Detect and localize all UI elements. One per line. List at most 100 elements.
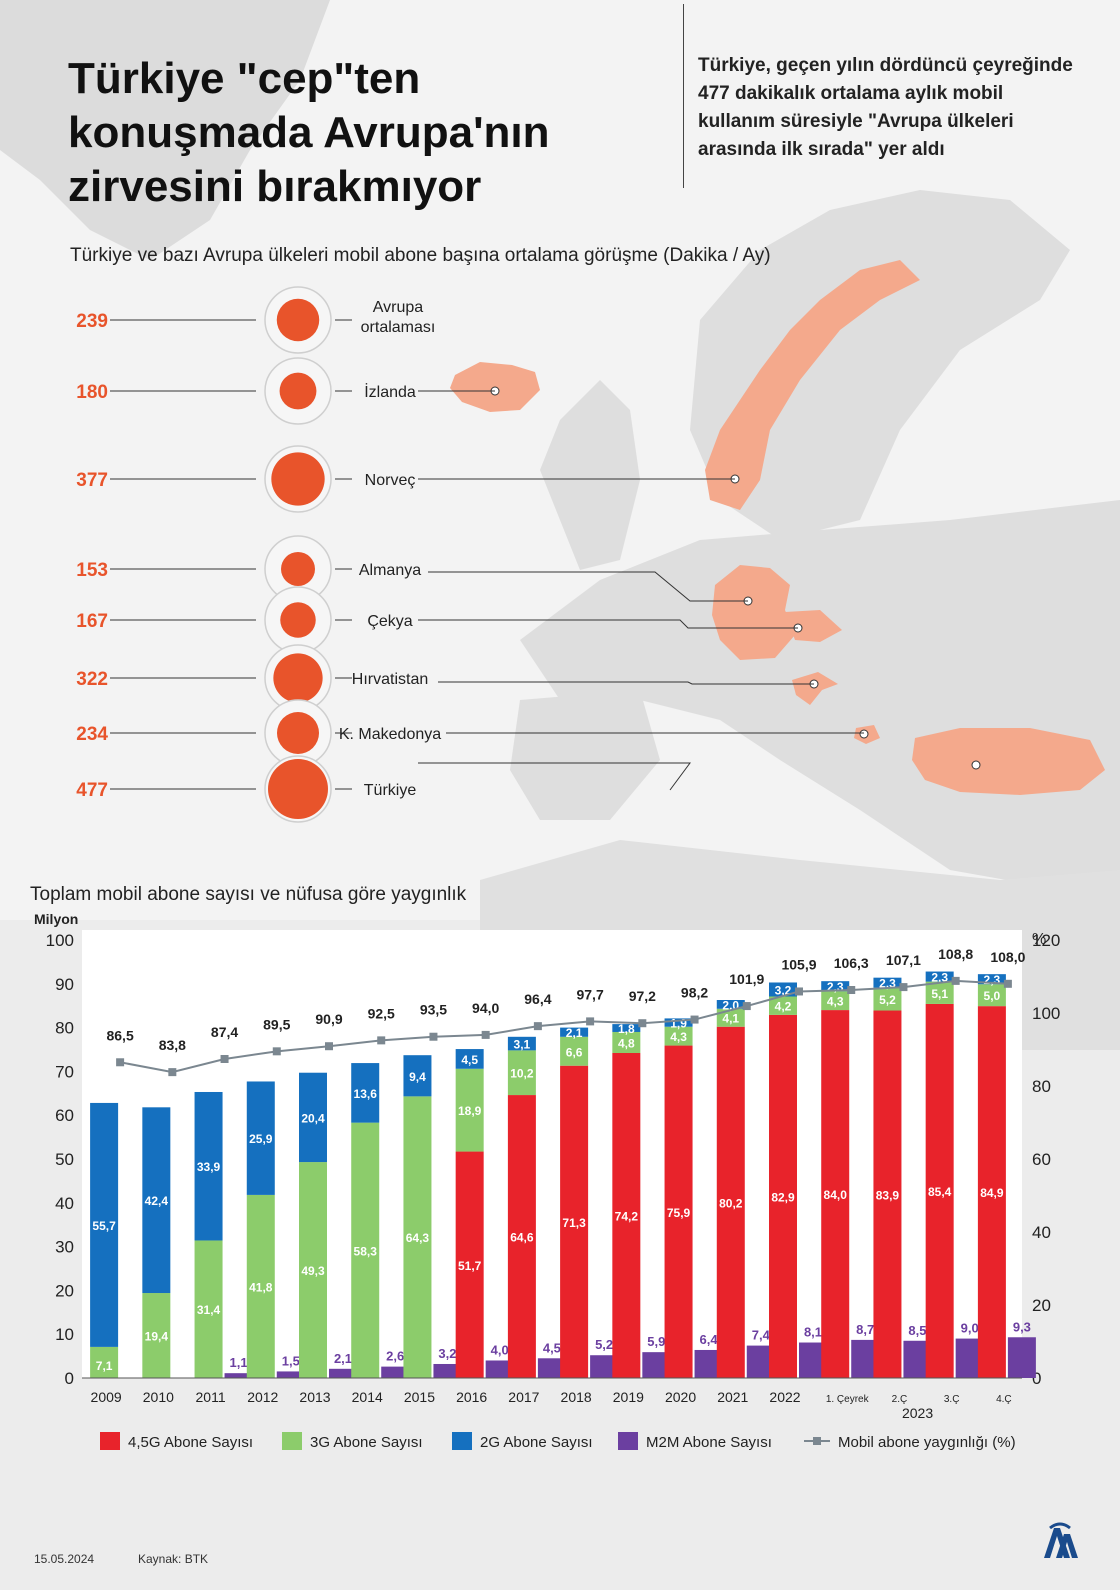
- bubble-label: Türkiye: [364, 782, 417, 799]
- y-tick-label: 70: [55, 1062, 74, 1081]
- bar-value-label: 4,5: [461, 1053, 478, 1067]
- bar-value-label: 75,9: [667, 1206, 691, 1220]
- bubble-label: İzlanda: [364, 382, 416, 401]
- bar-2G-6: [403, 1055, 432, 1097]
- line-point: [481, 1030, 490, 1039]
- x-tick-label: 2011: [196, 1389, 226, 1405]
- bubble-t-rkiye: [268, 759, 328, 819]
- x-tick-label: 1. Çeyrek: [826, 1394, 870, 1405]
- bar-3G-12: [716, 1008, 745, 1027]
- y2-tick-label: 100: [1032, 1004, 1060, 1023]
- bar-value-label: 31,4: [197, 1303, 221, 1317]
- bar-value-label: 7,4: [752, 1328, 771, 1343]
- bar-value-label: 71,3: [562, 1216, 586, 1230]
- line-value-label: 90,9: [315, 1011, 342, 1027]
- y2-tick-label: 120: [1032, 931, 1060, 950]
- bar-3G-2: [194, 1240, 223, 1378]
- legend-label: M2M Abone Sayısı: [646, 1434, 772, 1451]
- bar-value-label: 49,3: [301, 1264, 325, 1278]
- bar-2G-16: [925, 971, 954, 982]
- bubble-value: 167: [76, 611, 108, 632]
- footer-source: Kaynak: BTK: [138, 1552, 209, 1566]
- legend-label: 2G Abone Sayısı: [480, 1434, 593, 1451]
- bar-45G-9: [560, 1065, 589, 1378]
- line-value-label: 98,2: [681, 985, 708, 1001]
- bar-value-label: 18,9: [458, 1104, 482, 1118]
- x-tick-label: 2022: [769, 1389, 800, 1405]
- y-tick-label: 90: [55, 975, 74, 994]
- bar-45G-12: [716, 1026, 745, 1378]
- bar-45G-16: [925, 1003, 954, 1378]
- bar-value-label: 5,2: [595, 1337, 613, 1352]
- bar-m2m-6: [433, 1363, 462, 1378]
- line-value-label: 97,7: [576, 986, 603, 1002]
- bar-value-label: 1,9: [670, 1017, 687, 1031]
- bubble-value: 234: [76, 724, 108, 745]
- bar-value-label: 10,2: [510, 1067, 534, 1081]
- bar-value-label: 9,3: [1013, 1319, 1031, 1334]
- x-tick-label: 2017: [508, 1389, 539, 1405]
- x-tick-label: 4.Ç: [996, 1394, 1012, 1405]
- line-point: [168, 1068, 177, 1077]
- map-connector-line: [418, 619, 798, 629]
- bar-45G-14: [821, 1010, 850, 1378]
- line-value-label: 108,0: [990, 949, 1025, 965]
- bar-2G-0: [90, 1102, 119, 1347]
- line-point: [690, 1015, 699, 1024]
- line-value-label: 83,8: [159, 1037, 186, 1053]
- bar-value-label: 64,3: [406, 1231, 430, 1245]
- bar-value-label: 2,1: [334, 1351, 352, 1366]
- bar-3G-13: [769, 996, 797, 1015]
- x-tick-label: 3.Ç: [944, 1394, 960, 1405]
- y-tick-label: 30: [55, 1238, 74, 1257]
- bar-value-label: 5,9: [647, 1334, 665, 1349]
- bubble-label: Norveç: [365, 472, 416, 489]
- line-value-label: 106,3: [834, 955, 869, 971]
- bar-45G-7: [455, 1151, 484, 1378]
- bubble-h-rvatistan: [273, 653, 323, 703]
- bar-m2m-17: [1007, 1337, 1036, 1378]
- bubble-value: 180: [76, 382, 108, 403]
- bar-value-label: 55,7: [92, 1219, 116, 1233]
- bar-m2m-7: [485, 1360, 514, 1378]
- line-point: [220, 1054, 229, 1063]
- bar-3G-14: [821, 991, 850, 1011]
- line-point: [1003, 979, 1012, 988]
- line-value-label: 107,1: [886, 952, 921, 968]
- y2-tick-label: 0: [1032, 1369, 1041, 1388]
- bar-chart-title: Toplam mobil abone sayısı ve nüfusa göre…: [30, 884, 467, 905]
- bar-3G-16: [925, 981, 954, 1004]
- bar-value-label: 2,3: [931, 971, 948, 985]
- legend-label: 3G Abone Sayısı: [310, 1434, 423, 1451]
- bar-3G-0: [90, 1346, 119, 1378]
- bubble-norve-: [271, 452, 325, 506]
- line-point: [116, 1058, 125, 1067]
- y-tick-label: 50: [55, 1150, 74, 1169]
- bar-value-label: 1,1: [230, 1355, 248, 1370]
- bar-3G-1: [142, 1293, 171, 1378]
- bubble-k-makedonya: [276, 711, 320, 755]
- legend-swatch: [100, 1432, 120, 1450]
- bar-value-label: 7,1: [96, 1359, 113, 1373]
- bar-2G-14: [821, 981, 850, 992]
- bubble-label: Almanya: [359, 562, 421, 579]
- bar-value-label: 20,4: [301, 1111, 325, 1125]
- bar-m2m-5: [381, 1366, 410, 1378]
- legend-swatch: [282, 1432, 302, 1450]
- y-tick-label: 10: [55, 1325, 74, 1344]
- divider-line: [683, 4, 684, 188]
- bar-3G-6: [403, 1096, 432, 1378]
- bar-value-label: 80,2: [719, 1196, 743, 1210]
- line-point: [429, 1032, 438, 1041]
- bar-45G-13: [769, 1014, 797, 1378]
- x-tick-label: 2.Ç: [892, 1394, 908, 1405]
- line-point: [742, 1002, 751, 1011]
- x-tick-label: 2009: [91, 1389, 122, 1405]
- bubble-value: 239: [76, 311, 108, 332]
- aa-logo-icon: [1044, 1522, 1078, 1558]
- bar-3G-10: [612, 1031, 641, 1054]
- bar-2G-7: [455, 1049, 484, 1069]
- map-connector-line: [418, 762, 691, 791]
- bar-2G-9: [560, 1027, 589, 1037]
- x-tick-label: 2018: [561, 1389, 592, 1405]
